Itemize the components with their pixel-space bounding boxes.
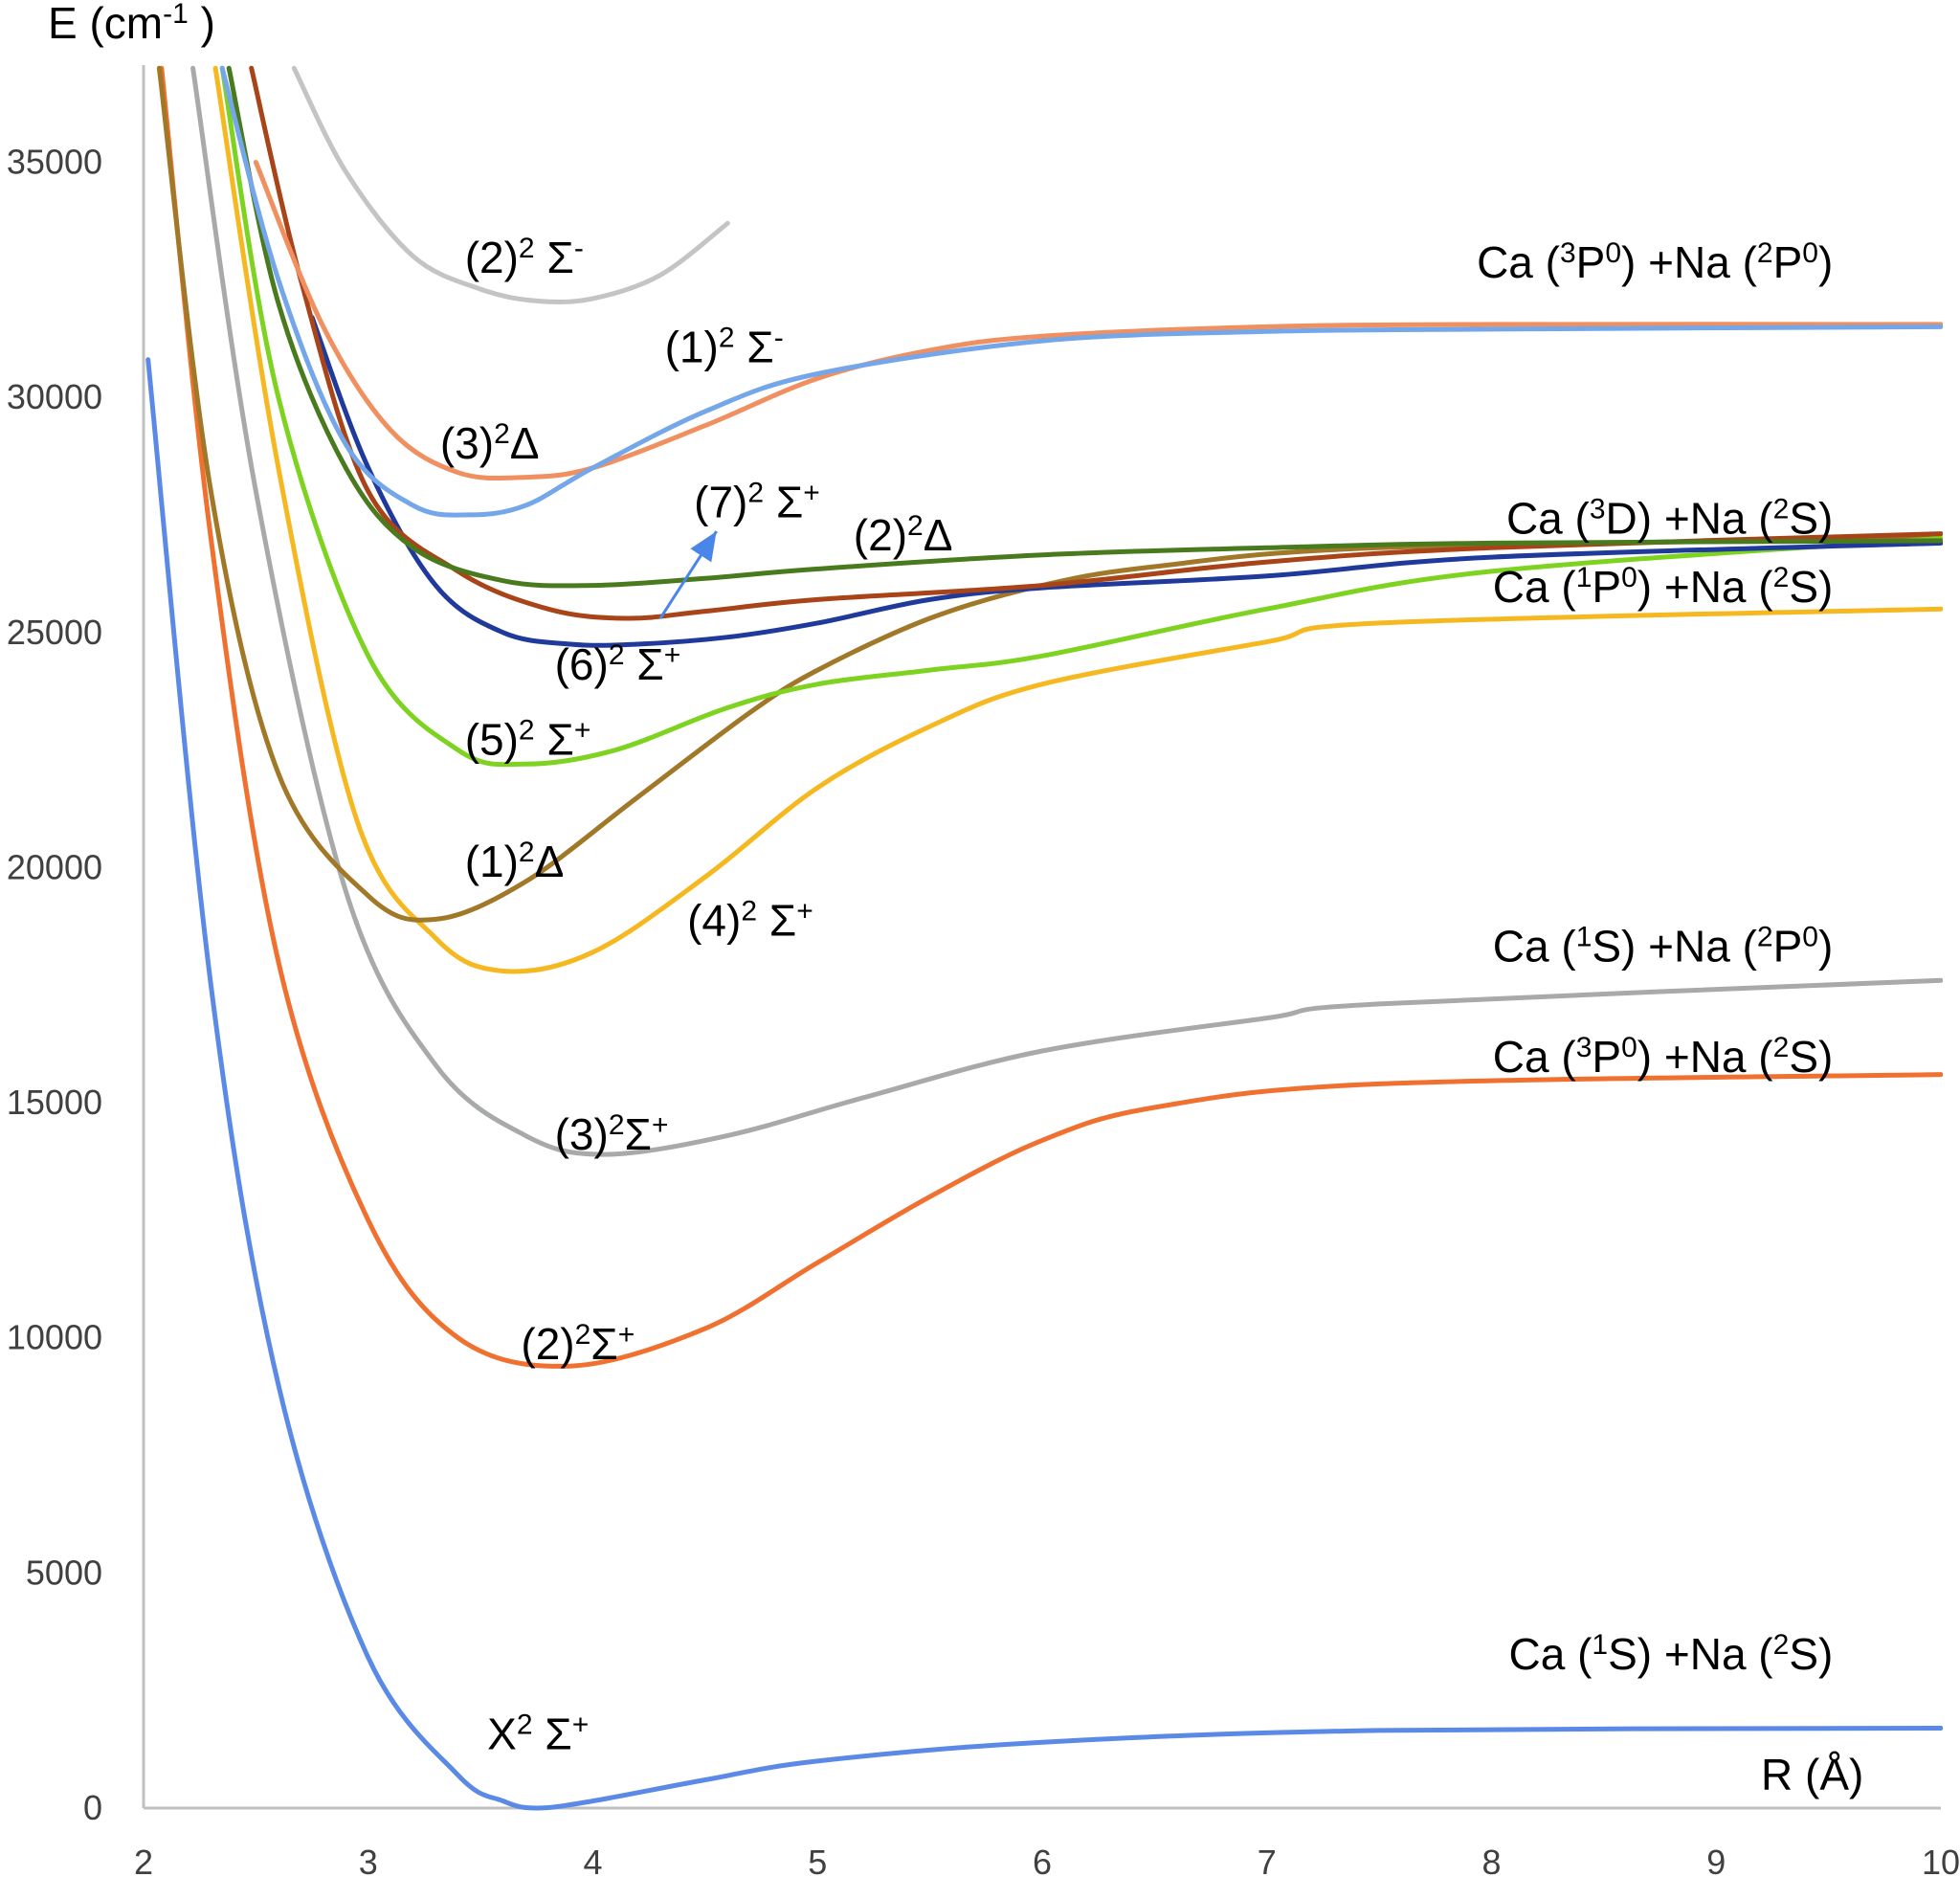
label-7-2: (7)2 Σ+ (694, 477, 820, 527)
x-tick-9: 9 (1706, 1843, 1726, 1877)
curve-6-2 (309, 315, 1943, 648)
y-tick-20000: 20000 (7, 847, 102, 886)
curve-2-2 (159, 65, 1943, 1369)
curve-2-2 (291, 65, 730, 304)
curve-x2 (145, 357, 1943, 1811)
y-tick-35000: 35000 (7, 142, 102, 181)
x-tick-7: 7 (1258, 1843, 1277, 1877)
label-x2: X2 Σ+ (487, 1709, 589, 1759)
asymptote-label-4: Ca (1S) +Na (2P0) (1493, 921, 1834, 972)
curve-1-2 (156, 65, 1943, 923)
label-1-2: (1)2Δ (465, 837, 565, 887)
y-tick-25000: 25000 (7, 613, 102, 652)
label-2-2: (2)2Σ+ (521, 1318, 635, 1369)
x-tick-4: 4 (583, 1843, 602, 1877)
curve-labels: (2)2 Σ- (1)2 Σ- (3)2Δ (7)2 Σ+ (2)2Δ (6)2 Σ+ (5… (440, 232, 953, 1758)
asymptote-label-1: Ca (3P0) +Na (2P0) (1477, 236, 1833, 287)
x-tick-2: 2 (134, 1843, 153, 1877)
y-tick-labels: 0 5000 10000 15000 20000 25000 30000 35000 (7, 142, 102, 1827)
curve-7-2 (249, 65, 1943, 621)
y-tick-15000: 15000 (7, 1083, 102, 1122)
annotation-arrow (658, 530, 718, 619)
asymptote-labels: Ca (3P0) +Na (2P0) Ca (3D) +Na (2S) Ca (1P… (1477, 236, 1833, 1679)
label-5-2: (5)2 Σ+ (465, 714, 591, 765)
x-tick-10: 10 (1922, 1843, 1960, 1877)
y-tick-30000: 30000 (7, 377, 102, 416)
y-tick-0: 0 (83, 1788, 102, 1827)
label-3-2: (3)2Σ+ (555, 1109, 669, 1160)
y-tick-5000: 5000 (26, 1553, 102, 1592)
asymptote-label-5: Ca (3P0) +Na (2S) (1493, 1032, 1834, 1083)
label-4-2: (4)2 Σ+ (687, 895, 813, 946)
x-tick-labels: 2 3 4 5 6 7 8 9 10 (134, 1843, 1960, 1877)
asymptote-label-6: Ca (1S) +Na (2S) (1508, 1629, 1833, 1680)
label-2-2: (2)2Δ (854, 509, 953, 560)
x-tick-6: 6 (1033, 1843, 1052, 1877)
label-2-2: (2)2 Σ- (465, 232, 584, 282)
curve-1-2 (219, 65, 1943, 518)
asymptote-label-2: Ca (3D) +Na (2S) (1506, 493, 1833, 544)
curves (145, 65, 1943, 1811)
asymptote-label-3: Ca (1P0) +Na (2S) (1493, 561, 1834, 612)
axes (142, 65, 1941, 1810)
curve-3-2 (190, 65, 1943, 1157)
curve-5-2 (219, 65, 1943, 768)
curve-2-2 (226, 65, 1943, 589)
x-axis-title: R (Å) (1761, 1750, 1863, 1799)
label-1-2: (1)2 Σ- (665, 322, 784, 372)
y-axis-title: E (cm-1 ) (48, 0, 215, 48)
label-6-2: (6)2 Σ+ (555, 638, 681, 689)
curve-4-2 (212, 65, 1943, 974)
label-3-2: (3)2Δ (440, 417, 540, 468)
y-tick-10000: 10000 (7, 1318, 102, 1357)
curve-3-2 (253, 160, 1943, 481)
x-tick-3: 3 (359, 1843, 378, 1877)
x-tick-8: 8 (1481, 1843, 1501, 1877)
x-tick-5: 5 (808, 1843, 827, 1877)
arrow-head (690, 531, 717, 563)
